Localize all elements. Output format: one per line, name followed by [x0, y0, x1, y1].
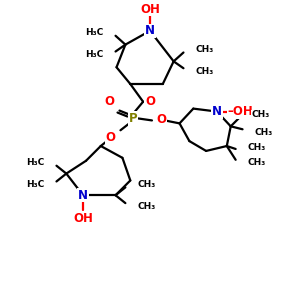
Text: N: N [78, 189, 88, 202]
Text: CH₃: CH₃ [254, 128, 273, 137]
Text: CH₃: CH₃ [195, 67, 214, 76]
Text: CH₃: CH₃ [195, 45, 214, 54]
Text: O: O [145, 95, 155, 108]
Text: H₃C: H₃C [26, 158, 45, 167]
Text: N: N [145, 24, 155, 37]
Text: H₃C: H₃C [85, 50, 104, 59]
Text: OH: OH [140, 3, 160, 16]
Text: CH₃: CH₃ [248, 158, 266, 167]
Text: –OH: –OH [228, 105, 253, 118]
Text: CH₃: CH₃ [251, 110, 270, 119]
Text: CH₃: CH₃ [137, 180, 155, 189]
Text: N: N [212, 105, 222, 118]
Text: O: O [157, 113, 167, 126]
Text: O: O [106, 131, 116, 144]
Text: H₃C: H₃C [85, 28, 104, 37]
Text: OH: OH [73, 212, 93, 225]
Text: P: P [129, 112, 138, 125]
Text: H₃C: H₃C [26, 180, 45, 189]
Text: CH₃: CH₃ [137, 202, 155, 211]
Text: CH₃: CH₃ [248, 142, 266, 152]
Text: O: O [105, 95, 115, 108]
